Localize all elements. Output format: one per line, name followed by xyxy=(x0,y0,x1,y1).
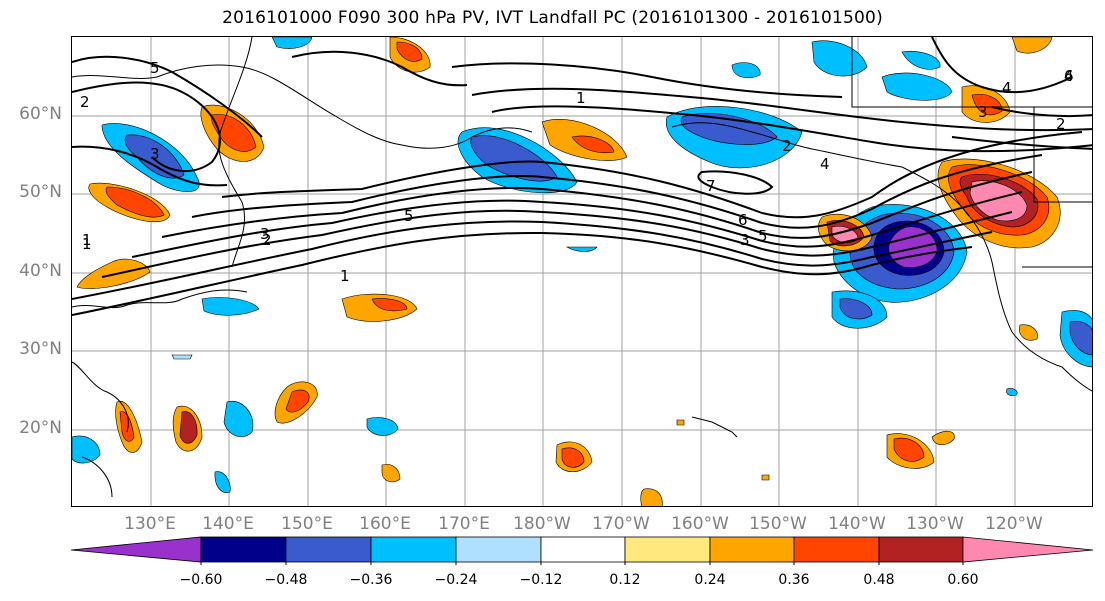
lon-label: 120°W xyxy=(985,514,1043,534)
lon-label: 170°W xyxy=(592,514,650,534)
contour-label: 5 xyxy=(404,207,414,225)
lat-label: 40°N xyxy=(19,261,62,281)
contour-label: 6 xyxy=(1064,67,1074,85)
colorbar-tick-label: −0.12 xyxy=(519,572,563,588)
contour-label: 1 xyxy=(82,235,92,253)
lat-label: 30°N xyxy=(19,339,62,359)
pv-anomaly-shading xyxy=(72,37,1092,506)
map-title: 2016101000 F090 300 hPa PV, IVT Landfall… xyxy=(222,8,883,28)
contour-label: 2 xyxy=(80,93,90,111)
contour-label: 3 xyxy=(978,103,988,121)
map-canvas: 1 2 3 4 5 6 7 5 4 3 2 1 3 5 2 1 4 3 6 2 … xyxy=(72,37,1092,506)
lon-label: 150°W xyxy=(749,514,807,534)
colorbar xyxy=(70,536,1094,565)
colorbar-tick-label: 0.48 xyxy=(863,572,895,588)
lon-label: 160°W xyxy=(671,514,729,534)
lon-label: 180°W xyxy=(513,514,571,534)
contour-label: 3 xyxy=(260,225,270,243)
lon-label: 160°E xyxy=(359,514,411,534)
contour-label: 5 xyxy=(150,59,160,77)
colorbar-segment xyxy=(455,536,542,563)
colorbar-ticks xyxy=(200,562,964,565)
pv-contours xyxy=(72,37,1092,316)
colorbar-segment xyxy=(793,536,880,563)
contour-label: 4 xyxy=(1002,79,1012,97)
colorbar-tick-label: −0.36 xyxy=(349,572,393,588)
contour-label: 5 xyxy=(758,227,768,245)
contour-label: 2 xyxy=(262,231,272,249)
lon-label: 130°E xyxy=(124,514,176,534)
colorbar-segment xyxy=(624,536,711,563)
contour-label: 4 xyxy=(820,155,830,173)
colorbar-segment xyxy=(878,536,964,563)
colorbar-tick-label: 0.36 xyxy=(778,572,810,588)
colorbar-tick-label: 0.60 xyxy=(947,572,979,588)
colorbar-segment xyxy=(962,536,1094,563)
lon-label: 140°E xyxy=(202,514,254,534)
contour-label: 3 xyxy=(150,145,160,163)
colorbar-tick-label: −0.24 xyxy=(434,572,478,588)
colorbar-segment xyxy=(200,536,287,563)
lat-label: 50°N xyxy=(19,182,62,202)
lon-label: 130°W xyxy=(906,514,964,534)
lon-label: 170°E xyxy=(438,514,490,534)
colorbar-segment xyxy=(70,536,202,563)
contour-label: 1 xyxy=(576,89,586,107)
lon-label: 150°E xyxy=(281,514,333,534)
colorbar-segment xyxy=(285,536,372,563)
colorbar-tick-label: −0.60 xyxy=(179,572,223,588)
colorbar-tick-label: −0.48 xyxy=(264,572,308,588)
contour-label: 2 xyxy=(1056,115,1066,133)
colorbar-segments xyxy=(70,536,1094,563)
contour-label: 7 xyxy=(706,177,716,195)
map-panel: 1 2 3 4 5 6 7 5 4 3 2 1 3 5 2 1 4 3 6 2 … xyxy=(71,36,1093,507)
coastlines xyxy=(72,37,1092,498)
contour-label-layer: 1 2 3 4 5 6 7 5 4 3 2 1 3 5 2 1 4 3 6 2 … xyxy=(80,59,1074,285)
colorbar-segment xyxy=(370,536,457,563)
contour-label: 3 xyxy=(740,231,750,249)
contour-label: 1 xyxy=(82,231,92,249)
colorbar-segment xyxy=(709,536,795,563)
colorbar-tick-label: 0.24 xyxy=(694,572,726,588)
lon-label: 140°W xyxy=(828,514,886,534)
lat-label: 20°N xyxy=(19,418,62,438)
contour-label: 2 xyxy=(782,137,792,155)
contour-label: 1 xyxy=(340,267,350,285)
contour-label: 6 xyxy=(738,211,748,229)
lat-label: 60°N xyxy=(19,104,62,124)
graticule xyxy=(72,37,1092,506)
colorbar-segment xyxy=(540,536,626,563)
colorbar-tick-label: 0.12 xyxy=(609,572,641,588)
contour-label: 4 xyxy=(1064,67,1074,85)
